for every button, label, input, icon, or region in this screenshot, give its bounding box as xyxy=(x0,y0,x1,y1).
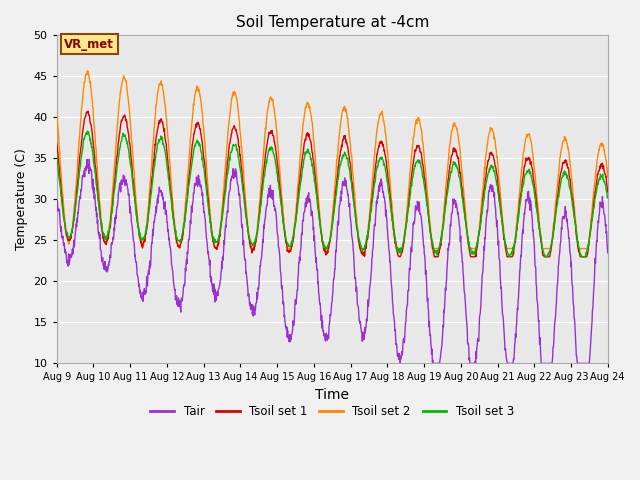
X-axis label: Time: Time xyxy=(316,388,349,402)
Text: VR_met: VR_met xyxy=(65,37,114,50)
Title: Soil Temperature at -4cm: Soil Temperature at -4cm xyxy=(236,15,429,30)
Y-axis label: Temperature (C): Temperature (C) xyxy=(15,148,28,250)
Legend: Tair, Tsoil set 1, Tsoil set 2, Tsoil set 3: Tair, Tsoil set 1, Tsoil set 2, Tsoil se… xyxy=(146,401,518,423)
